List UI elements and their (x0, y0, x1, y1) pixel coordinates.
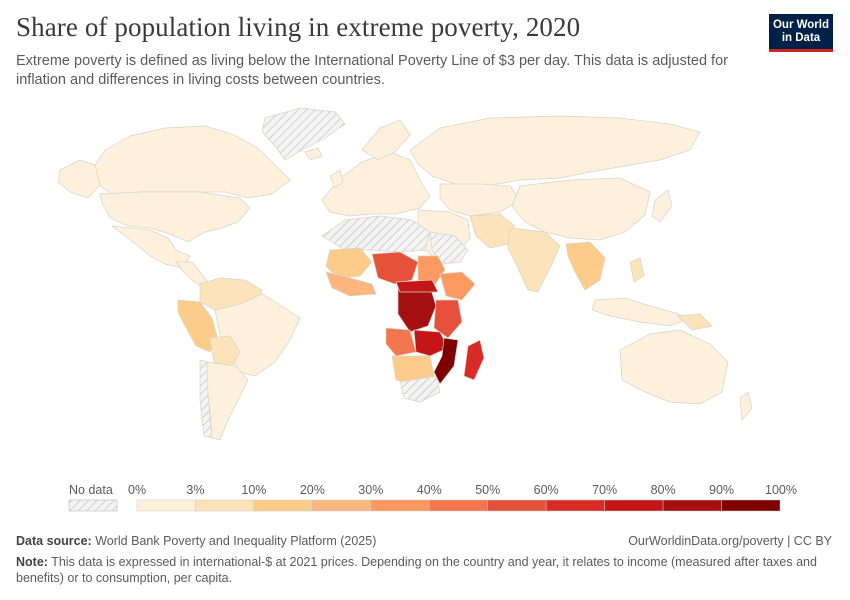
country-philippines[interactable] (629, 257, 645, 283)
legend-tick-label: 70% (592, 483, 617, 497)
legend-bin[interactable] (604, 499, 664, 512)
note-label: Note: (16, 555, 48, 569)
legend-bin[interactable] (136, 499, 196, 512)
country-greenland[interactable] (261, 107, 346, 161)
country-peru[interactable] (177, 299, 219, 353)
legend-tick-label: 0% (128, 483, 146, 497)
legend-tick-label: 20% (300, 483, 325, 497)
country-madagascar[interactable] (463, 339, 485, 381)
legend-tick-label: 50% (475, 483, 500, 497)
region-central-asia[interactable] (439, 183, 521, 217)
legend-bin[interactable] (253, 499, 313, 512)
country-new-zealand[interactable] (739, 391, 753, 421)
note-text: This data is expressed in international-… (16, 555, 817, 585)
country-west-africa-coast[interactable] (325, 271, 377, 297)
chart-note: Note: This data is expressed in internat… (16, 554, 826, 586)
logo-line-1: Our World (772, 19, 829, 31)
region-europe[interactable] (321, 151, 431, 217)
country-papua-new-guinea[interactable] (677, 313, 713, 331)
country-drc[interactable] (397, 285, 437, 333)
owid-logo[interactable]: Our World in Data (769, 14, 833, 52)
chart-title: Share of population living in extreme po… (16, 12, 581, 42)
country-mauritania-mali[interactable] (325, 247, 373, 279)
country-chile[interactable] (199, 359, 213, 439)
country-usa[interactable] (99, 191, 251, 243)
country-mozambique[interactable] (433, 337, 459, 385)
country-canada[interactable] (91, 125, 291, 199)
region-south-asia-west[interactable] (469, 213, 516, 249)
legend-tick-label: 3% (186, 483, 204, 497)
chart-subtitle: Extreme poverty is defined as living bel… (16, 53, 728, 88)
color-legend: No data 0% 3% 10% 20% 30% 40% 50% 60% 70% 80% 90% 10… (68, 483, 797, 512)
country-india[interactable] (507, 227, 561, 293)
legend-no-data-swatch[interactable] (68, 499, 118, 512)
legend-tick-label: 80% (651, 483, 676, 497)
country-australia[interactable] (619, 329, 729, 405)
country-kenya-tanzania[interactable] (433, 299, 463, 339)
country-sudan[interactable] (417, 255, 446, 287)
legend-tick-label: 60% (534, 483, 559, 497)
country-china[interactable] (511, 177, 651, 241)
country-south-sudan-car[interactable] (395, 279, 439, 293)
country-iceland[interactable] (304, 147, 323, 161)
source-label: Data source: (16, 534, 92, 548)
legend-bin[interactable] (545, 499, 605, 512)
country-russia[interactable] (409, 115, 701, 187)
legend-bin[interactable] (370, 499, 430, 512)
country-niger-chad[interactable] (371, 251, 419, 285)
legend-no-data-label: No data (69, 483, 113, 497)
legend-tick-label: 90% (709, 483, 734, 497)
region-southeast-asia[interactable] (565, 241, 606, 291)
country-zambia-malawi[interactable] (413, 329, 449, 357)
region-scandinavia[interactable] (361, 119, 411, 161)
legend-bin[interactable] (429, 499, 488, 512)
legend-tick-label: 40% (417, 483, 442, 497)
world-map[interactable] (0, 100, 850, 475)
region-central-america[interactable] (175, 261, 209, 287)
country-south-africa[interactable] (399, 375, 441, 403)
country-japan[interactable] (651, 189, 673, 223)
source-text[interactable]: World Bank Poverty and Inequality Platfo… (95, 534, 377, 548)
legend-tick-label: 30% (358, 483, 383, 497)
country-bolivia[interactable] (209, 335, 241, 367)
country-saudi-arabia[interactable] (429, 231, 469, 265)
country-uk[interactable] (329, 169, 344, 189)
legend-bin[interactable] (721, 499, 781, 512)
country-ethiopia-somalia[interactable] (439, 271, 476, 301)
legend-bin[interactable] (662, 499, 722, 512)
country-angola[interactable] (385, 327, 417, 357)
legend-bin[interactable] (312, 499, 372, 512)
region-north-africa[interactable] (321, 215, 431, 253)
legend-bin[interactable] (195, 499, 255, 512)
data-source: Data source: World Bank Poverty and Ineq… (16, 534, 376, 548)
legend-tick-label: 10% (241, 483, 266, 497)
country-indonesia[interactable] (591, 297, 692, 327)
legend-tick-label: 100% (765, 483, 797, 497)
country-usa-alaska[interactable] (57, 159, 101, 199)
license-link[interactable]: OurWorldinData.org/poverty | CC BY (628, 534, 832, 548)
legend-bin[interactable] (487, 499, 547, 512)
country-argentina[interactable] (205, 361, 249, 441)
logo-line-2: in Data (781, 32, 821, 44)
